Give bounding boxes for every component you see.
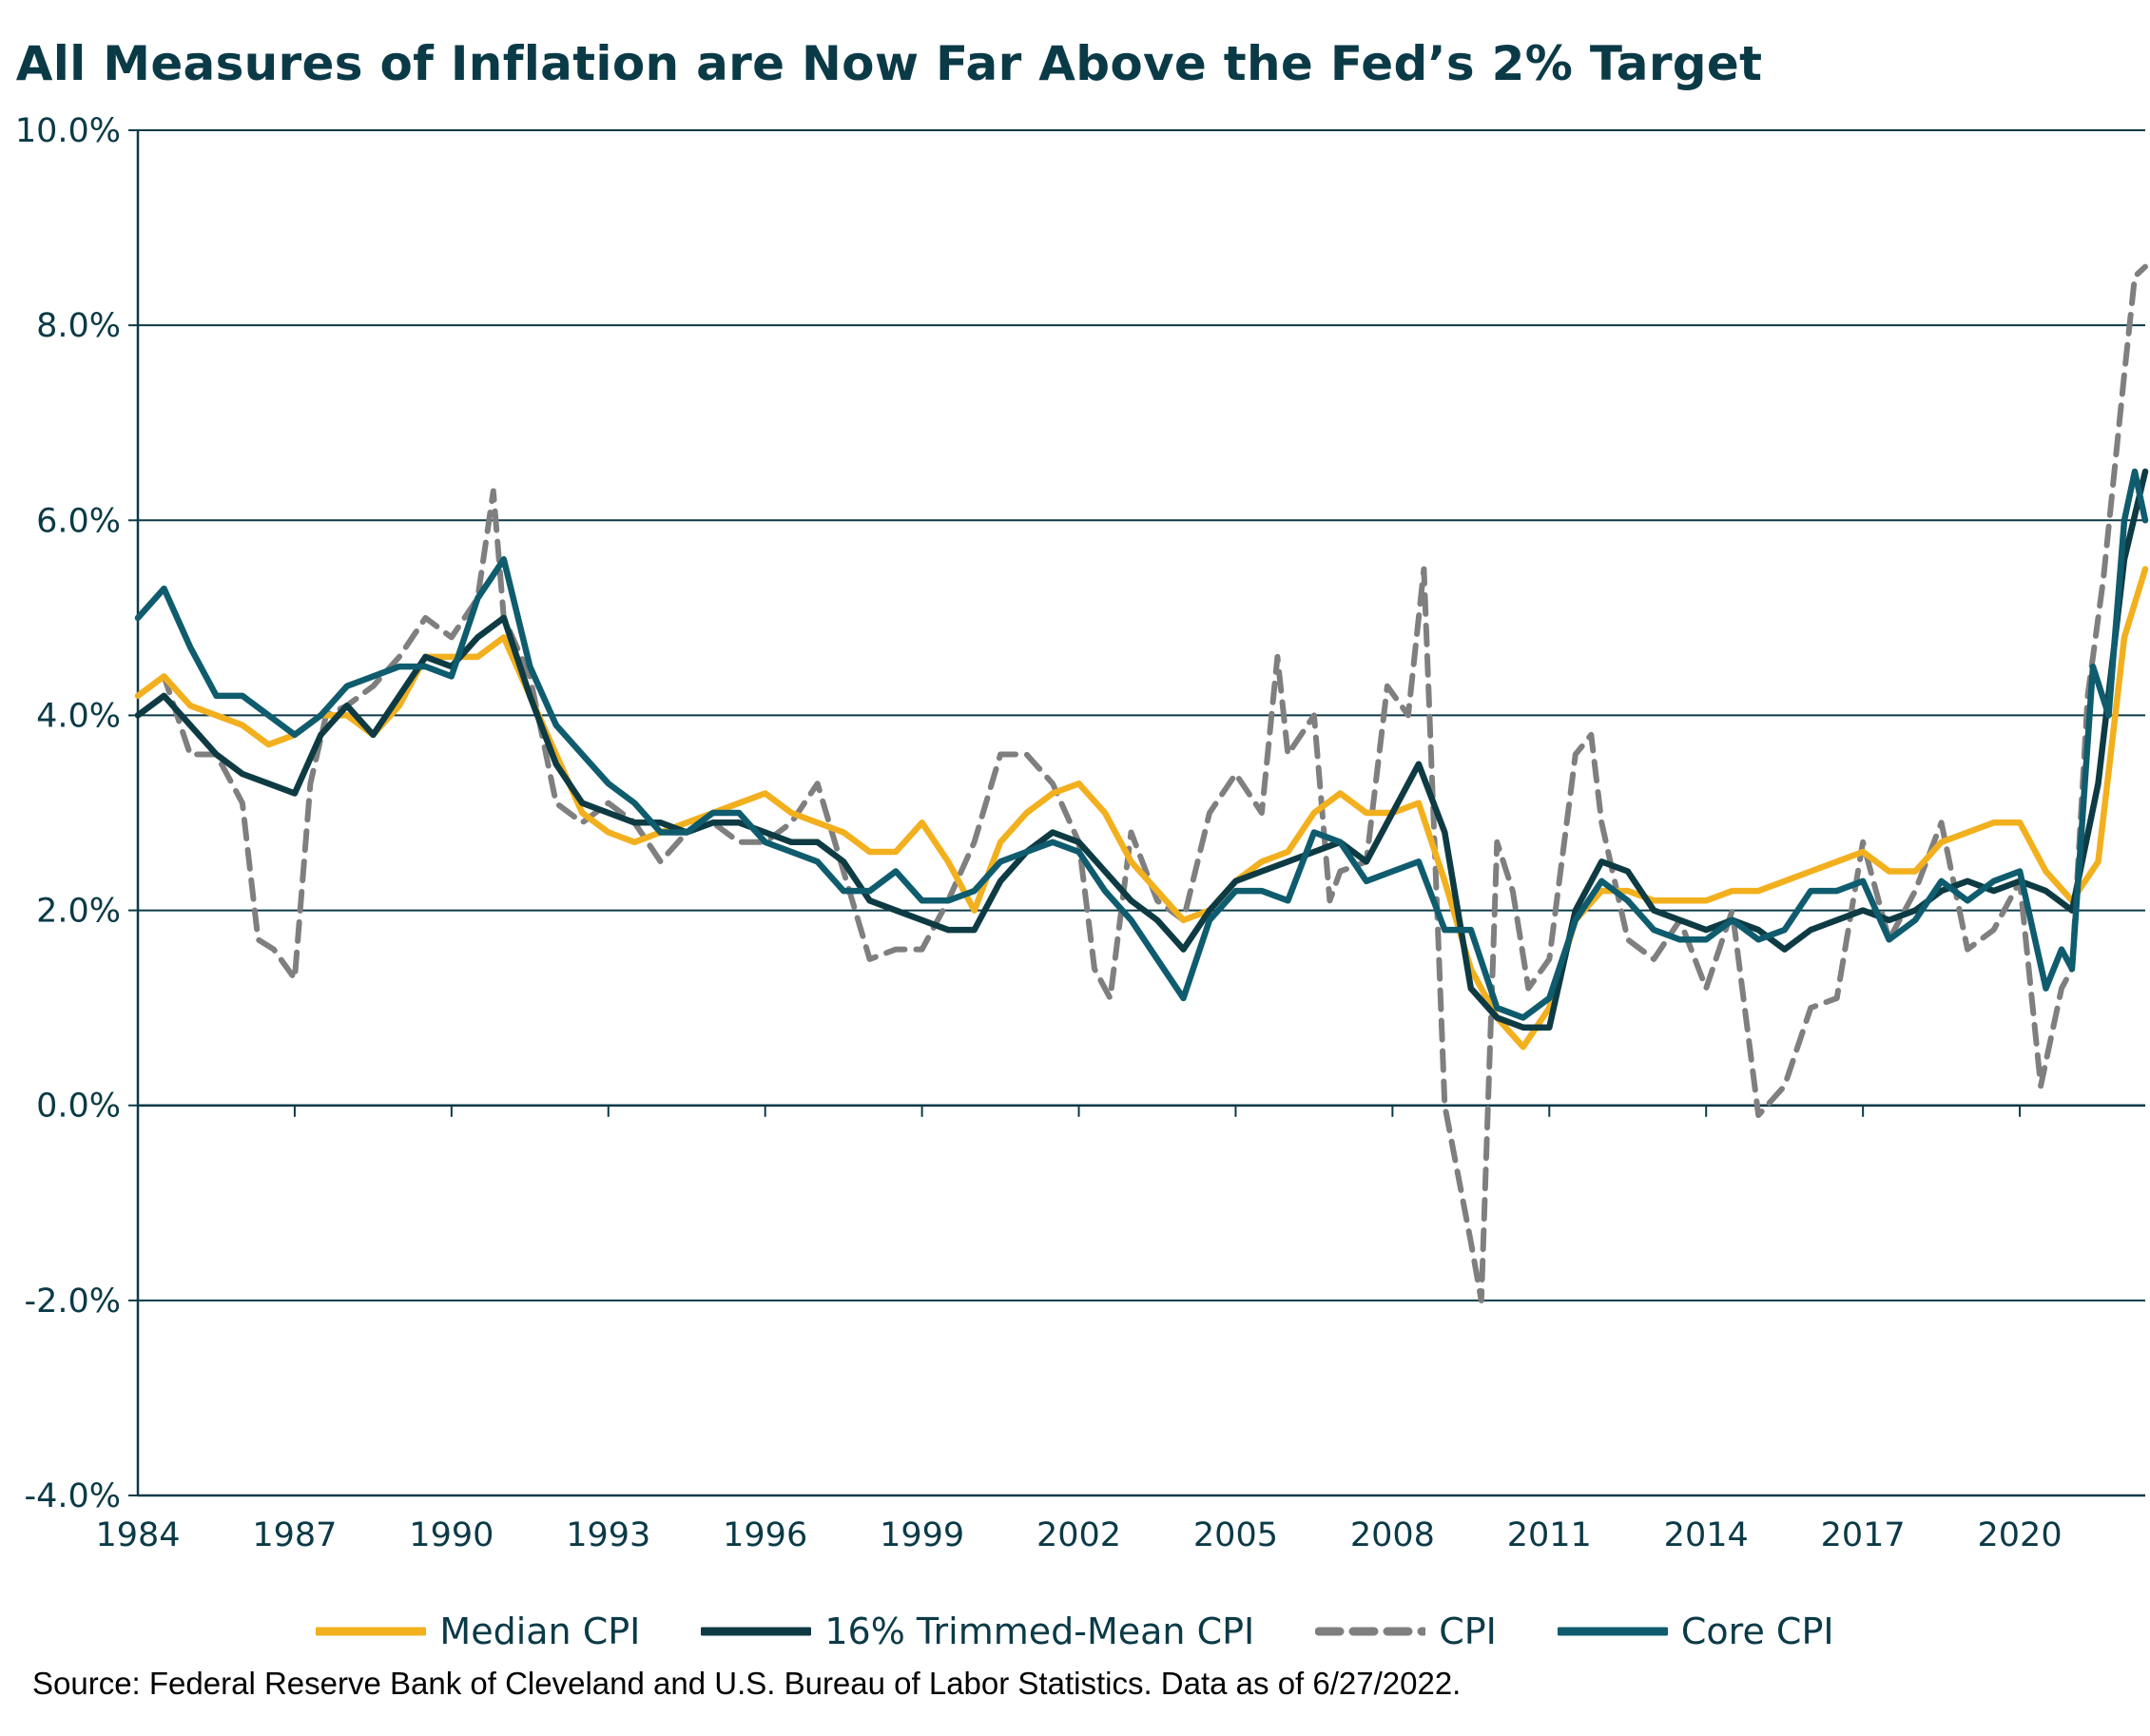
y-tick-label-6: 8.0% [36,307,121,345]
y-tick-label-2: 0.0% [36,1088,121,1126]
y-tick-label-5: 6.0% [36,502,121,540]
x-tick-label-11: 2017 [1821,1516,1906,1554]
x-tick-label-8: 2008 [1350,1516,1435,1554]
series-line-median-cpi [134,566,2149,1051]
x-tick-label-7: 2005 [1193,1516,1278,1554]
tick-labels: -4.0% -2.0% 0.0% 2.0% 4.0% 6.0% 8.0% 10.0% 1984 1… [15,112,2063,1554]
x-tick-label-2: 1990 [409,1516,494,1554]
series-line-16-trimmed-mean-cpi [134,468,2149,1031]
x-tick-label-4: 1996 [723,1516,807,1554]
legend-label-cpi: CPI [1439,1611,1497,1652]
legend-label-core-cpi: Core CPI [1680,1611,1834,1652]
legend-swatch-cpi [1315,1627,1426,1636]
x-tick-label-9: 2011 [1507,1516,1592,1554]
y-tick-label-7: 10.0% [15,112,121,150]
x-tick-label-12: 2020 [1978,1516,2063,1554]
x-tick-label-1: 1987 [252,1516,337,1554]
chart-title: All Measures of Inflation are Now Far Ab… [15,36,1763,91]
series-line-core-cpi [134,468,2149,1021]
y-tick-label-3: 2.0% [36,893,121,931]
legend-swatch-core-cpi [1557,1627,1668,1636]
legend: Median CPI 16% Trimmed-Mean CPI CPI Core… [0,1603,2150,1660]
y-tick-label-0: -4.0% [24,1477,121,1515]
legend-swatch-trimmed-mean-cpi [701,1627,812,1636]
y-tick-label-1: -2.0% [24,1283,121,1321]
axes [128,129,2145,1497]
legend-item-core-cpi: Core CPI [1557,1611,1834,1652]
legend-label-trimmed-mean-cpi: 16% Trimmed-Mean CPI [824,1611,1255,1652]
legend-item-median-cpi: Median CPI [316,1611,640,1652]
chart-plot: -4.0% -2.0% 0.0% 2.0% 4.0% 6.0% 8.0% 10.0% 1984 1… [15,112,2149,1554]
x-tick-label-0: 1984 [95,1516,180,1554]
legend-swatch-median-cpi [316,1627,427,1636]
legend-item-trimmed-mean-cpi: 16% Trimmed-Mean CPI [701,1611,1254,1652]
gridlines [138,129,2145,1302]
x-tick-label-10: 2014 [1664,1516,1749,1554]
x-tick-label-3: 1993 [566,1516,650,1554]
series-lines [134,263,2149,1303]
legend-label-median-cpi: Median CPI [439,1611,641,1652]
y-tick-label-4: 4.0% [36,697,121,735]
source-note: Source: Federal Reserve Bank of Clevelan… [32,1666,1462,1701]
legend-item-cpi: CPI [1315,1611,1497,1652]
x-tick-label-5: 1999 [880,1516,964,1554]
x-tick-label-6: 2002 [1036,1516,1121,1554]
series-line-cpi [135,263,2148,1303]
